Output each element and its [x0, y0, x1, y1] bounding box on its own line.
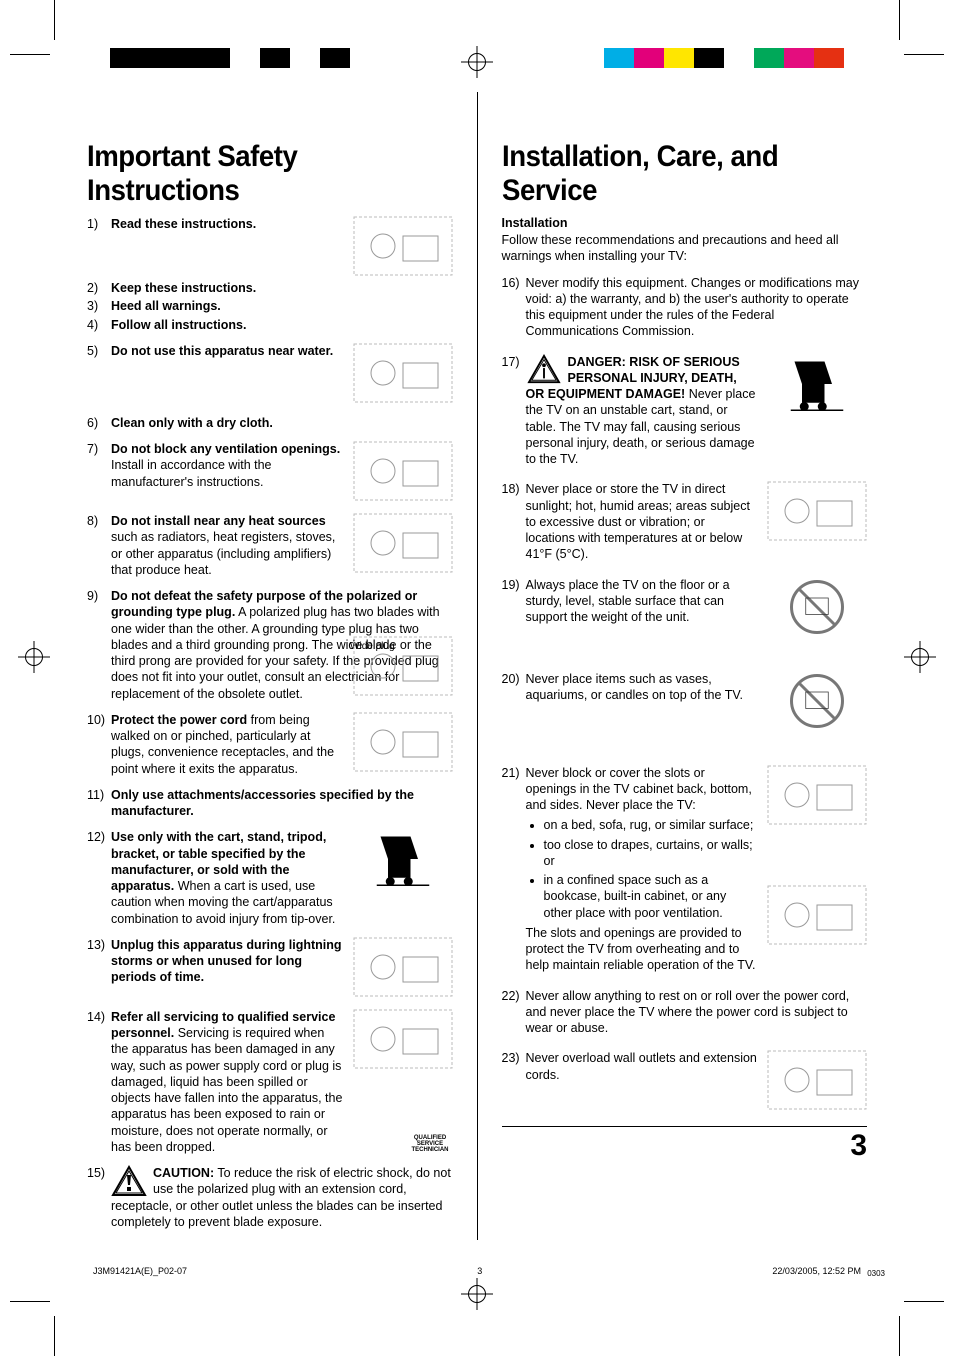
illustration-12	[353, 829, 453, 889]
registration-mark-right	[908, 645, 932, 669]
color-swatch	[724, 48, 754, 68]
colorbar-right	[604, 48, 844, 68]
install-item-21: Never block or cover the slots or openin…	[502, 765, 868, 974]
illustration-17	[767, 354, 867, 414]
color-swatch	[260, 48, 290, 68]
illustration-8	[353, 513, 453, 573]
registration-mark-top	[465, 50, 489, 74]
illustration-14	[353, 1009, 453, 1069]
footer-right: 22/03/2005, 12:52 PM	[772, 1266, 861, 1276]
safety-item-13: Unplug this apparatus during lightning s…	[87, 937, 453, 999]
footer-left: J3M91421A(E)_P02-07	[93, 1266, 187, 1276]
install-item-22: Never allow anything to rest on or roll …	[502, 988, 868, 1037]
page-number: 3	[502, 1126, 868, 1163]
illustration-19	[767, 577, 867, 637]
install-item-19: Always place the TV on the floor or a st…	[502, 577, 868, 657]
safety-item-1: Read these instructions.	[87, 216, 453, 278]
color-swatch	[784, 48, 814, 68]
right-column: Installation, Care, and Service Installa…	[502, 80, 868, 1240]
installation-intro: Follow these recommendations and precaut…	[502, 232, 868, 265]
color-swatch	[604, 48, 634, 68]
illustration-7	[353, 441, 453, 501]
color-swatch	[110, 48, 140, 68]
safety-item-5: Do not use this apparatus near water.	[87, 343, 453, 405]
install-item-18: Never place or store the TV in direct su…	[502, 481, 868, 562]
safety-list: Read these instructions. Keep these instr…	[87, 216, 453, 1155]
left-column: Important Safety Instructions Read these…	[87, 80, 453, 1240]
color-swatch	[200, 48, 230, 68]
color-swatch	[754, 48, 784, 68]
illustration-18	[767, 481, 867, 541]
safety-item-12: Use only with the cart, stand, tripod, b…	[87, 829, 453, 927]
footer: J3M91421A(E)_P02-07 3 22/03/2005, 12:52 …	[87, 1266, 867, 1276]
color-swatch	[814, 48, 844, 68]
illustration-10	[353, 712, 453, 772]
illustration-21-b	[767, 885, 867, 945]
color-swatch	[140, 48, 170, 68]
footer-center: 3	[477, 1266, 482, 1276]
safety-item-6: Clean only with a dry cloth.	[87, 415, 453, 431]
caution-item-15: 15) CAUTION: To reduce the risk of elect…	[87, 1165, 453, 1230]
illustration-21	[767, 765, 867, 825]
safety-item-9: Do not defeat the safety purpose of the …	[87, 588, 453, 702]
install-item-17: DANGER: RISK OF SERIOUS PERSONAL INJURY,…	[502, 354, 868, 468]
installation-subhead: Installation	[502, 216, 868, 230]
color-swatch	[320, 48, 350, 68]
install-item-23: Never overload wall outlets and extensio…	[502, 1050, 868, 1112]
caution-number: 15)	[87, 1165, 105, 1181]
safety-item-14: Refer all servicing to qualified service…	[87, 1009, 453, 1155]
warning-triangle-icon	[111, 1165, 147, 1197]
caution-bold: CAUTION:	[153, 1166, 214, 1180]
color-swatch	[664, 48, 694, 68]
technician-label: QUALIFIEDSERVICETECHNICIAN	[412, 1135, 449, 1153]
safety-item-2: Keep these instructions.	[87, 280, 453, 296]
safety-item-10: Protect the power cord from being walked…	[87, 712, 453, 777]
safety-item-11: Only use attachments/accessories specifi…	[87, 787, 453, 820]
bullet: on a bed, sofa, rug, or similar surface;	[544, 817, 758, 833]
safety-item-8: Do not install near any heat sources suc…	[87, 513, 453, 578]
color-swatch	[230, 48, 260, 68]
illustration-plug	[353, 636, 453, 696]
safety-item-3: Heed all warnings.	[87, 298, 453, 314]
illustration-1	[353, 216, 453, 276]
document-page: Important Safety Instructions Read these…	[87, 80, 867, 1276]
color-swatch	[634, 48, 664, 68]
illustration-20	[767, 671, 867, 731]
color-swatch	[170, 48, 200, 68]
crop-marks-bottom	[0, 1276, 954, 1356]
bullet: too close to drapes, curtains, or walls;…	[544, 837, 758, 870]
bullet: in a confined space such as a bookcase, …	[544, 872, 758, 921]
column-divider	[477, 92, 478, 1240]
registration-mark-left	[22, 645, 46, 669]
install-item-20: Never place items such as vases, aquariu…	[502, 671, 868, 751]
install-item-21-bullets: on a bed, sofa, rug, or similar surface;…	[544, 817, 758, 921]
color-swatch	[290, 48, 320, 68]
colorbar-left	[110, 48, 350, 68]
right-title: Installation, Care, and Service	[502, 140, 838, 208]
left-title: Important Safety Instructions	[87, 140, 423, 208]
illustration-13	[353, 937, 453, 997]
color-swatch	[694, 48, 724, 68]
safety-item-4: Follow all instructions.	[87, 317, 453, 333]
illustration-23	[767, 1050, 867, 1110]
install-item-16: Never modify this equipment. Changes or …	[502, 275, 868, 340]
illustration-5	[353, 343, 453, 403]
safety-item-7: Do not block any ventilation openings. I…	[87, 441, 453, 503]
installation-list: Never modify this equipment. Changes or …	[502, 275, 868, 1113]
